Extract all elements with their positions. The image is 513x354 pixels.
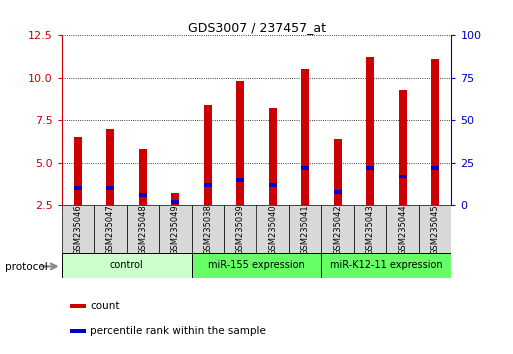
Bar (171, 200, 180, 204)
Bar (62, 253, 191, 278)
Bar (127, 205, 159, 253)
Bar (224, 205, 256, 253)
Bar (70, 304, 86, 308)
Bar (366, 166, 374, 170)
Bar (386, 205, 419, 253)
Bar (269, 183, 277, 187)
Text: percentile rank within the sample: percentile rank within the sample (90, 326, 266, 336)
Bar (431, 59, 439, 205)
Title: GDS3007 / 237457_at: GDS3007 / 237457_at (187, 21, 326, 34)
Bar (269, 108, 277, 205)
Bar (171, 193, 180, 205)
Bar (70, 329, 86, 333)
Bar (322, 253, 451, 278)
Text: GSM235042: GSM235042 (333, 204, 342, 255)
Text: GSM235045: GSM235045 (431, 204, 440, 255)
Bar (419, 205, 451, 253)
Bar (204, 105, 212, 205)
Bar (322, 205, 354, 253)
Bar (106, 187, 114, 190)
Text: protocol: protocol (5, 262, 48, 272)
Text: miR-155 expression: miR-155 expression (208, 261, 305, 270)
Text: GSM235043: GSM235043 (366, 204, 374, 255)
Bar (289, 205, 322, 253)
Bar (139, 149, 147, 205)
Bar (256, 205, 289, 253)
Bar (236, 81, 244, 205)
Text: GSM235046: GSM235046 (73, 204, 82, 255)
Text: GSM235038: GSM235038 (203, 204, 212, 255)
Bar (301, 166, 309, 170)
Bar (191, 205, 224, 253)
Bar (106, 129, 114, 205)
Bar (333, 139, 342, 205)
Bar (74, 187, 82, 190)
Text: GSM235039: GSM235039 (236, 204, 245, 255)
Bar (301, 69, 309, 205)
Bar (399, 175, 407, 178)
Text: control: control (110, 261, 144, 270)
Text: GSM235049: GSM235049 (171, 204, 180, 255)
Bar (204, 183, 212, 187)
Bar (191, 253, 322, 278)
Text: miR-K12-11 expression: miR-K12-11 expression (330, 261, 443, 270)
Text: GSM235044: GSM235044 (398, 204, 407, 255)
Bar (139, 193, 147, 197)
Text: GSM235047: GSM235047 (106, 204, 115, 255)
Text: count: count (90, 301, 120, 311)
Bar (236, 178, 244, 182)
Text: GSM235040: GSM235040 (268, 204, 277, 255)
Bar (62, 205, 94, 253)
Text: GSM235048: GSM235048 (139, 204, 147, 255)
Bar (94, 205, 127, 253)
Bar (399, 90, 407, 205)
Bar (159, 205, 191, 253)
Bar (333, 190, 342, 194)
Bar (431, 166, 439, 170)
Bar (354, 205, 386, 253)
Bar (366, 57, 374, 205)
Bar (74, 137, 82, 205)
Text: GSM235041: GSM235041 (301, 204, 310, 255)
